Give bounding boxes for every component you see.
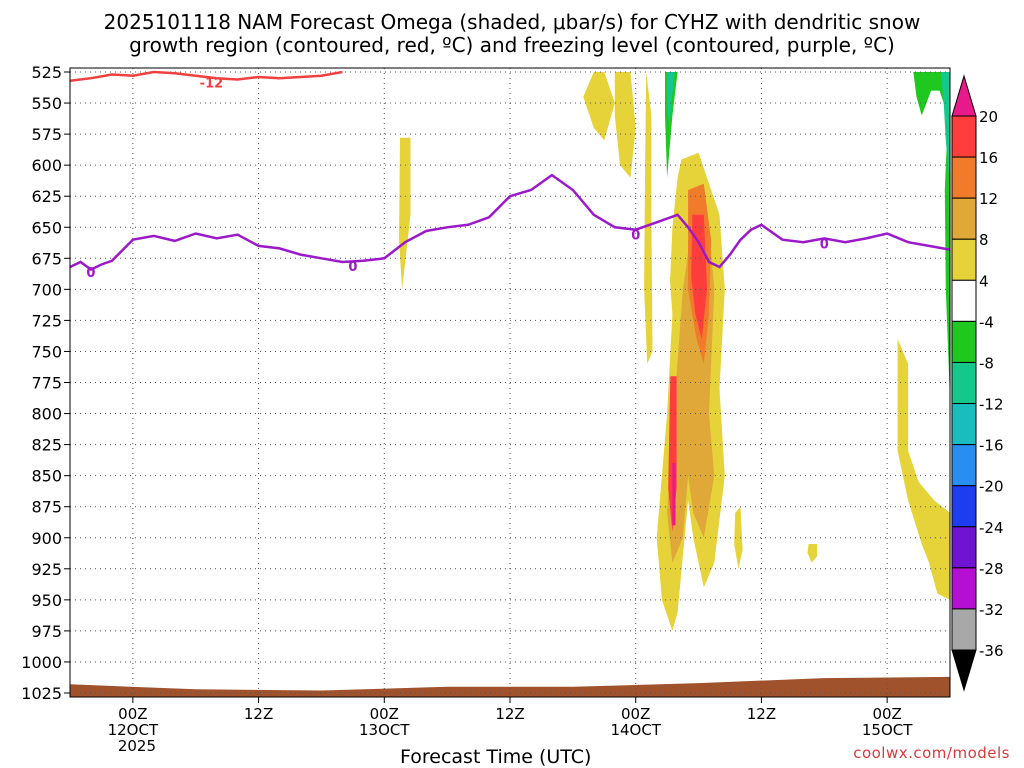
colorbar-top-triangle: [951, 74, 977, 117]
colorbar-bin: [951, 279, 977, 322]
x-tick-label: 12OCT: [108, 721, 159, 739]
x-axis-title: Forecast Time (UTC): [400, 746, 592, 768]
colorbar-label: 8: [979, 231, 989, 249]
colorbar-bin: [951, 197, 977, 240]
y-tick-label: 975: [31, 622, 62, 641]
freezing-level-line: [70, 173, 950, 271]
y-tick-label: 700: [31, 280, 62, 299]
colorbar-label: 12: [979, 190, 998, 208]
chart-title-line-2: growth region (contoured, red, ºC) and f…: [129, 33, 895, 57]
colorbar-bin: [951, 156, 977, 199]
colorbar-bin: [951, 608, 977, 651]
colorbar-label: -4: [979, 313, 994, 331]
y-tick-label: 1000: [21, 653, 62, 672]
y-axis: 525 550 575 600 625 650 675 700 725 750 775 800 825 8…: [21, 63, 70, 703]
omega-region-10: [734, 506, 743, 569]
x-tick-label: 13OCT: [359, 721, 410, 739]
omega-region-12: [897, 339, 950, 600]
x-tick-label: 00Z: [621, 705, 650, 723]
colorbar-label: 16: [979, 149, 998, 167]
y-tick-label: 575: [31, 125, 62, 144]
colorbar-label: -12: [979, 396, 1004, 414]
y-tick-label: 675: [31, 249, 62, 268]
y-tick-label: 725: [31, 311, 62, 330]
omega-region-1: [614, 72, 636, 178]
y-tick-label: 1025: [21, 684, 62, 703]
colorbar-bin: [951, 361, 977, 405]
y-tick-label: 875: [31, 498, 62, 517]
colorbar-label: -20: [979, 478, 1004, 496]
x-tick-label: 12Z: [747, 705, 776, 723]
omega-region-21: [940, 72, 950, 190]
colorbar-bin: [951, 115, 977, 158]
colorbar-label: 20: [979, 108, 998, 126]
freezing-level-label: 0: [348, 260, 357, 275]
x-tick-label: 2025: [118, 737, 156, 755]
freezing-level-label: 0: [86, 266, 95, 281]
colorbar-bin: [951, 320, 977, 363]
omega-region-7: [691, 214, 707, 339]
x-tick-label: 12Z: [244, 705, 273, 723]
dgz-contour-line: [70, 70, 343, 82]
contours: 0 0 0 0 -12: [70, 70, 950, 281]
grid-lines: [70, 68, 950, 697]
colorbar-label: -16: [979, 437, 1004, 455]
omega-region-11: [807, 544, 817, 563]
colorbar-bin: [951, 485, 977, 528]
colorbar-label: -8: [979, 354, 994, 372]
x-tick-label: 15OCT: [862, 721, 913, 739]
colorbar-legend: 20 16 12 8 4 -4 -8 -12 -16 -20 -24 -28 -32 -36: [951, 74, 1004, 692]
chart-title-line-1: 2025101118 NAM Forecast Omega (shaded, μ…: [103, 10, 921, 34]
colorbar-label: -32: [979, 601, 1004, 619]
y-tick-label: 825: [31, 436, 62, 455]
y-tick-label: 950: [31, 591, 62, 610]
omega-region-18: [832, 276, 837, 315]
omega-region-17: [732, 227, 755, 433]
y-tick-label: 775: [31, 374, 62, 393]
colorbar-label: -28: [979, 560, 1004, 578]
omega-region-16: [669, 72, 673, 97]
y-tick-label: 750: [31, 342, 62, 361]
x-tick-label: 00Z: [872, 705, 901, 723]
omega-region-3: [644, 72, 653, 364]
omega-region-9: [672, 463, 676, 526]
omega-shading: [399, 72, 950, 631]
x-tick-label: 14OCT: [610, 721, 661, 739]
y-tick-label: 925: [31, 560, 62, 579]
colorbar-bin: [951, 238, 977, 281]
omega-region-2: [399, 137, 411, 290]
y-tick-label: 550: [31, 94, 62, 113]
terrain-fill: [70, 676, 950, 697]
x-tick-label: 00Z: [118, 705, 147, 723]
omega-region-19: [892, 72, 950, 439]
colorbar-label: 4: [979, 272, 989, 290]
colorbar-label: -36: [979, 642, 1004, 660]
y-tick-label: 600: [31, 156, 62, 175]
colorbar-bottom-triangle: [951, 649, 977, 692]
dgz-contour-label: -12: [200, 76, 224, 91]
freezing-level-label: 0: [631, 229, 640, 244]
colorbar-label: -24: [979, 519, 1004, 537]
credit-text: coolwx.com/models: [853, 744, 1010, 762]
y-tick-label: 850: [31, 467, 62, 486]
y-tick-label: 900: [31, 529, 62, 548]
colorbar-bin: [951, 403, 977, 446]
colorbar-bin: [951, 567, 977, 610]
colorbar-bin: [951, 526, 977, 569]
y-tick-label: 650: [31, 218, 62, 237]
x-tick-label: 00Z: [370, 705, 399, 723]
omega-region-0: [583, 72, 615, 141]
terrain-surface: [70, 676, 950, 697]
x-tick-label: 12Z: [495, 705, 524, 723]
y-tick-label: 800: [31, 405, 62, 424]
omega-region-15: [667, 72, 675, 128]
freezing-level-label: 0: [820, 237, 829, 252]
colorbar-bin: [951, 444, 977, 487]
y-tick-label: 625: [31, 187, 62, 206]
y-tick-label: 525: [31, 63, 62, 82]
